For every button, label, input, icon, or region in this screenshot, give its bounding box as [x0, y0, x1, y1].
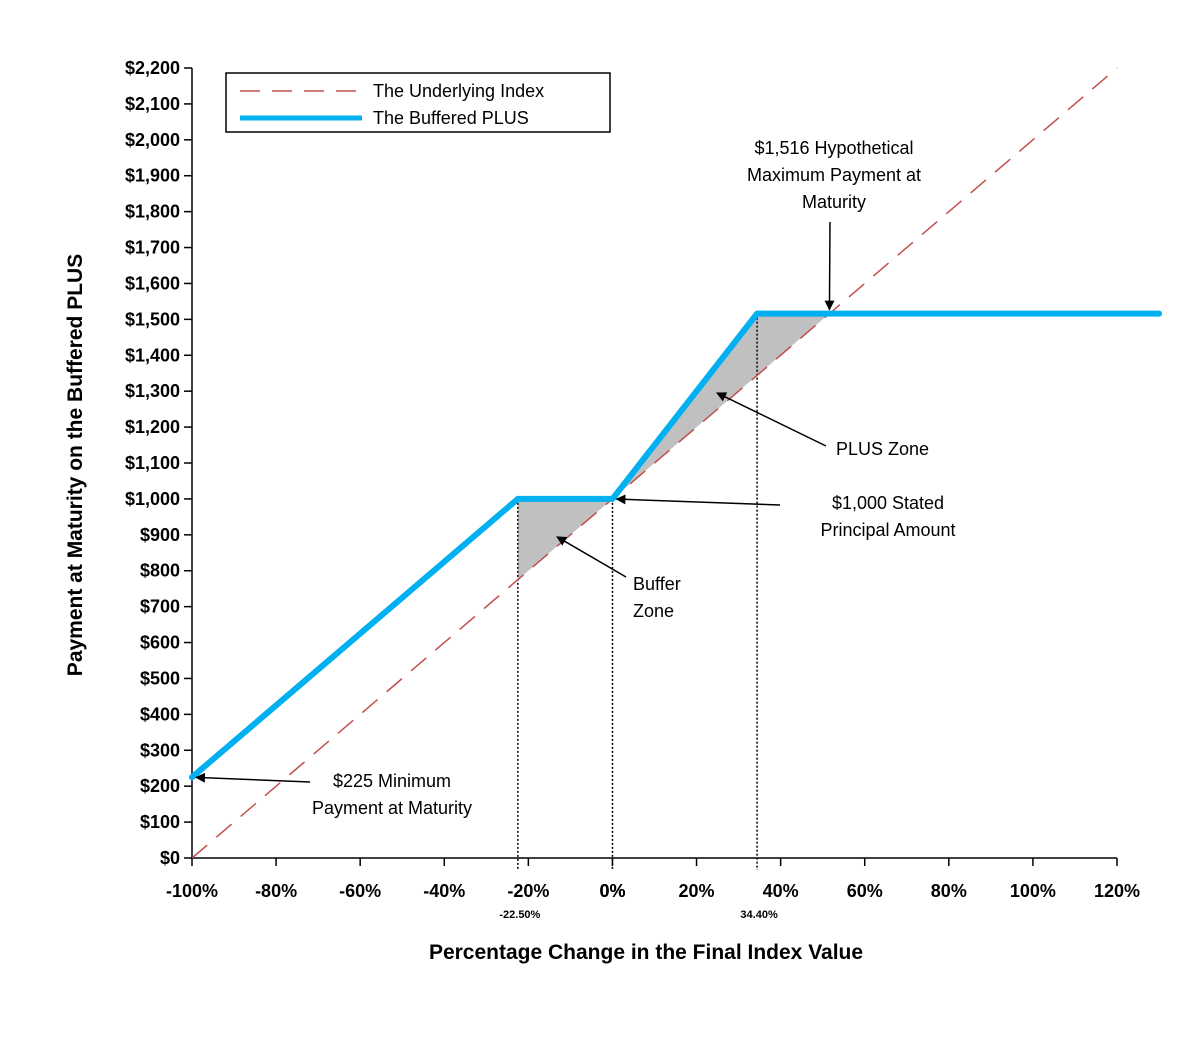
buffer-zone-region: [517, 498, 613, 580]
buffered-plus-line: [189, 310, 1163, 781]
y-tick-label: $1,000: [125, 489, 180, 509]
y-axis-title: Payment at Maturity on the Buffered PLUS: [64, 254, 87, 676]
y-tick-label: $900: [140, 525, 180, 545]
x-tick-label: 100%: [1010, 881, 1056, 901]
annotation-buffer-zone: Buffer Zone: [633, 574, 681, 621]
x-tick-label: -20%: [507, 881, 549, 901]
annotation-principal: $1,000 Stated Principal Amount: [820, 493, 955, 540]
y-tick-label: $1,700: [125, 238, 180, 258]
x-tick-label: -100%: [166, 881, 218, 901]
y-tick-label: $600: [140, 633, 180, 653]
y-tick-label: $1,500: [125, 309, 180, 329]
legend-label: The Buffered PLUS: [373, 108, 529, 128]
y-tick-label: $800: [140, 561, 180, 581]
y-tick-label: $1,300: [125, 381, 180, 401]
x-tick-label: 60%: [847, 881, 883, 901]
legend-box: [225, 72, 611, 133]
y-tick-label: $2,100: [125, 94, 180, 114]
x-axis-title: Percentage Change in the Final Index Val…: [429, 941, 863, 964]
x-tick-label: -60%: [339, 881, 381, 901]
y-tick-label: $1,400: [125, 345, 180, 365]
x-tick-label: 20%: [679, 881, 715, 901]
y-tick-label: $2,200: [125, 58, 180, 78]
x-tick-label: 120%: [1094, 881, 1140, 901]
y-tick-label: $1,600: [125, 273, 180, 293]
x-tick-label: 0%: [599, 881, 625, 901]
y-tick-label: $500: [140, 668, 180, 688]
special-x-tick-label: 34.40%: [740, 909, 778, 921]
x-tick-label: 40%: [763, 881, 799, 901]
annotation-plus-zone: PLUS Zone: [836, 439, 929, 459]
underlying-index-line: [191, 67, 1118, 859]
annotation-arrow-principal: [615, 494, 781, 506]
y-tick-label: $400: [140, 704, 180, 724]
legend-label: The Underlying Index: [373, 81, 544, 101]
y-tick-label: $0: [160, 848, 180, 868]
annotation-arrow-max-payment: [824, 221, 835, 311]
y-tick-label: $2,000: [125, 130, 180, 150]
special-x-tick-label: -22.50%: [499, 909, 540, 921]
y-tick-label: $1,200: [125, 417, 180, 437]
y-tick-label: $300: [140, 740, 180, 760]
y-tick-label: $700: [140, 597, 180, 617]
y-tick-label: $1,800: [125, 202, 180, 222]
y-tick-label: $1,100: [125, 453, 180, 473]
x-tick-label: -80%: [255, 881, 297, 901]
x-tick-label: 80%: [931, 881, 967, 901]
special-x-tick-label: 0%: [599, 881, 625, 901]
x-tick-label: -40%: [423, 881, 465, 901]
y-tick-label: $1,900: [125, 166, 180, 186]
annotation-min-payment: $225 Minimum Payment at Maturity: [312, 771, 472, 818]
y-tick-label: $200: [140, 776, 180, 796]
y-tick-label: $100: [140, 812, 180, 832]
annotation-max-payment: $1,516 Hypothetical Maximum Payment at Mat…: [747, 138, 921, 212]
annotation-arrow-buffer-zone: [556, 536, 627, 578]
annotation-arrow-min-payment: [194, 772, 311, 783]
annotation-arrow-plus-zone: [716, 392, 827, 447]
